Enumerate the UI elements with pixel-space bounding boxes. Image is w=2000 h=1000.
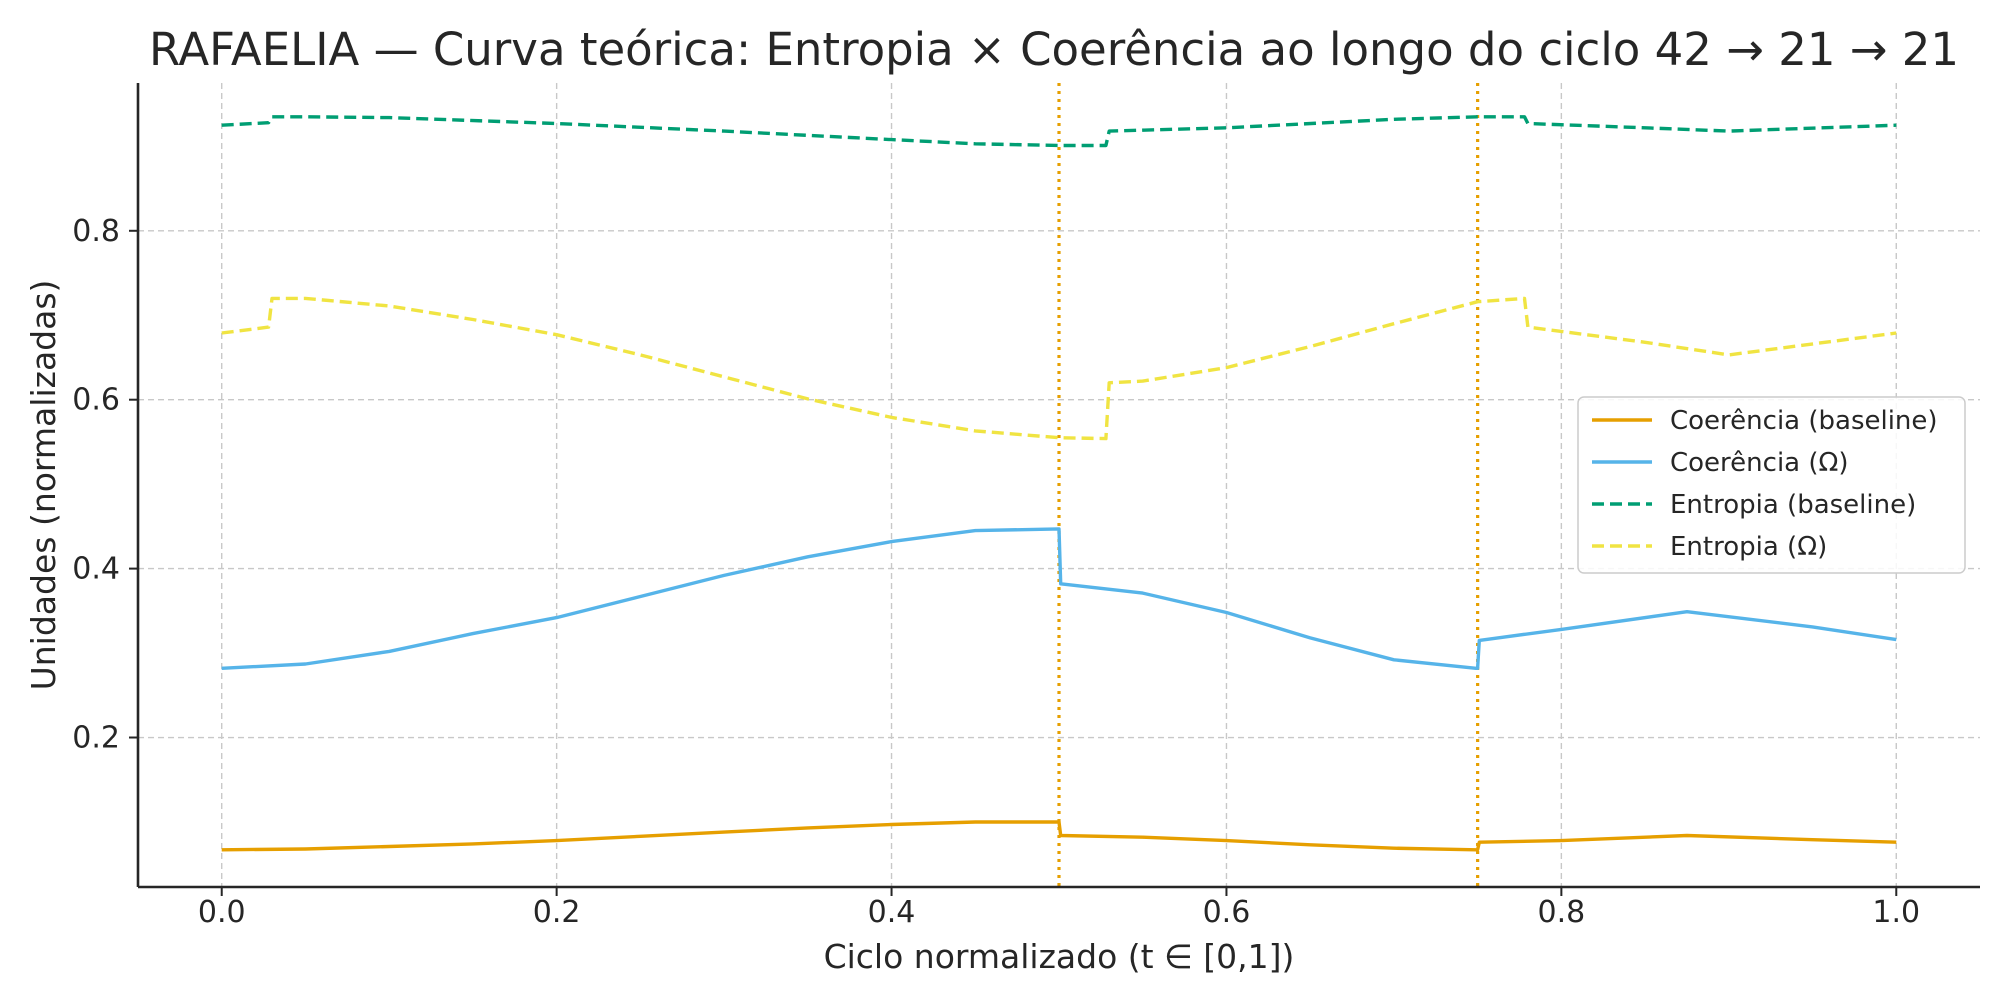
series-line-0 <box>221 820 1897 852</box>
series-lines <box>221 115 1897 852</box>
x-tick-label: 0.2 <box>533 895 581 930</box>
series-line-1 <box>221 527 1897 670</box>
x-tick-label: 0.8 <box>1538 895 1586 930</box>
x-tick-label: 0.4 <box>868 895 916 930</box>
legend-label: Entropia (baseline) <box>1670 490 1916 520</box>
x-tick-label: 0.6 <box>1203 895 1251 930</box>
y-tick-label: 0.6 <box>72 383 120 418</box>
vertical-markers <box>1057 83 1480 887</box>
legend-label: Coerência (baseline) <box>1670 406 1938 436</box>
x-tick-label: 0.0 <box>198 895 246 930</box>
y-axis-label: Unidades (normalizadas) <box>24 280 63 691</box>
legend: Coerência (baseline) Coerência (Ω) Entropi… <box>1577 396 1966 574</box>
y-tick-label: 0.4 <box>72 552 120 587</box>
series-line-3 <box>221 296 1897 441</box>
x-axis-label: Ciclo normalizado (t ∈ [0,1]) <box>824 937 1295 976</box>
y-tick-label: 0.8 <box>72 214 120 249</box>
x-tick-label: 1.0 <box>1872 895 1920 930</box>
y-tick-label: 0.2 <box>72 721 120 756</box>
chart-title: RAFAELIA — Curva teórica: Entropia × Coe… <box>149 23 1959 76</box>
ticks: 0.0 0.2 0.4 0.6 0.8 1.0 0.2 0.4 0.6 0.8 <box>72 214 1920 930</box>
series-line-2 <box>221 115 1897 148</box>
legend-box <box>1577 396 1966 574</box>
legend-label: Coerência (Ω) <box>1670 448 1849 478</box>
legend-label: Entropia (Ω) <box>1670 532 1827 562</box>
